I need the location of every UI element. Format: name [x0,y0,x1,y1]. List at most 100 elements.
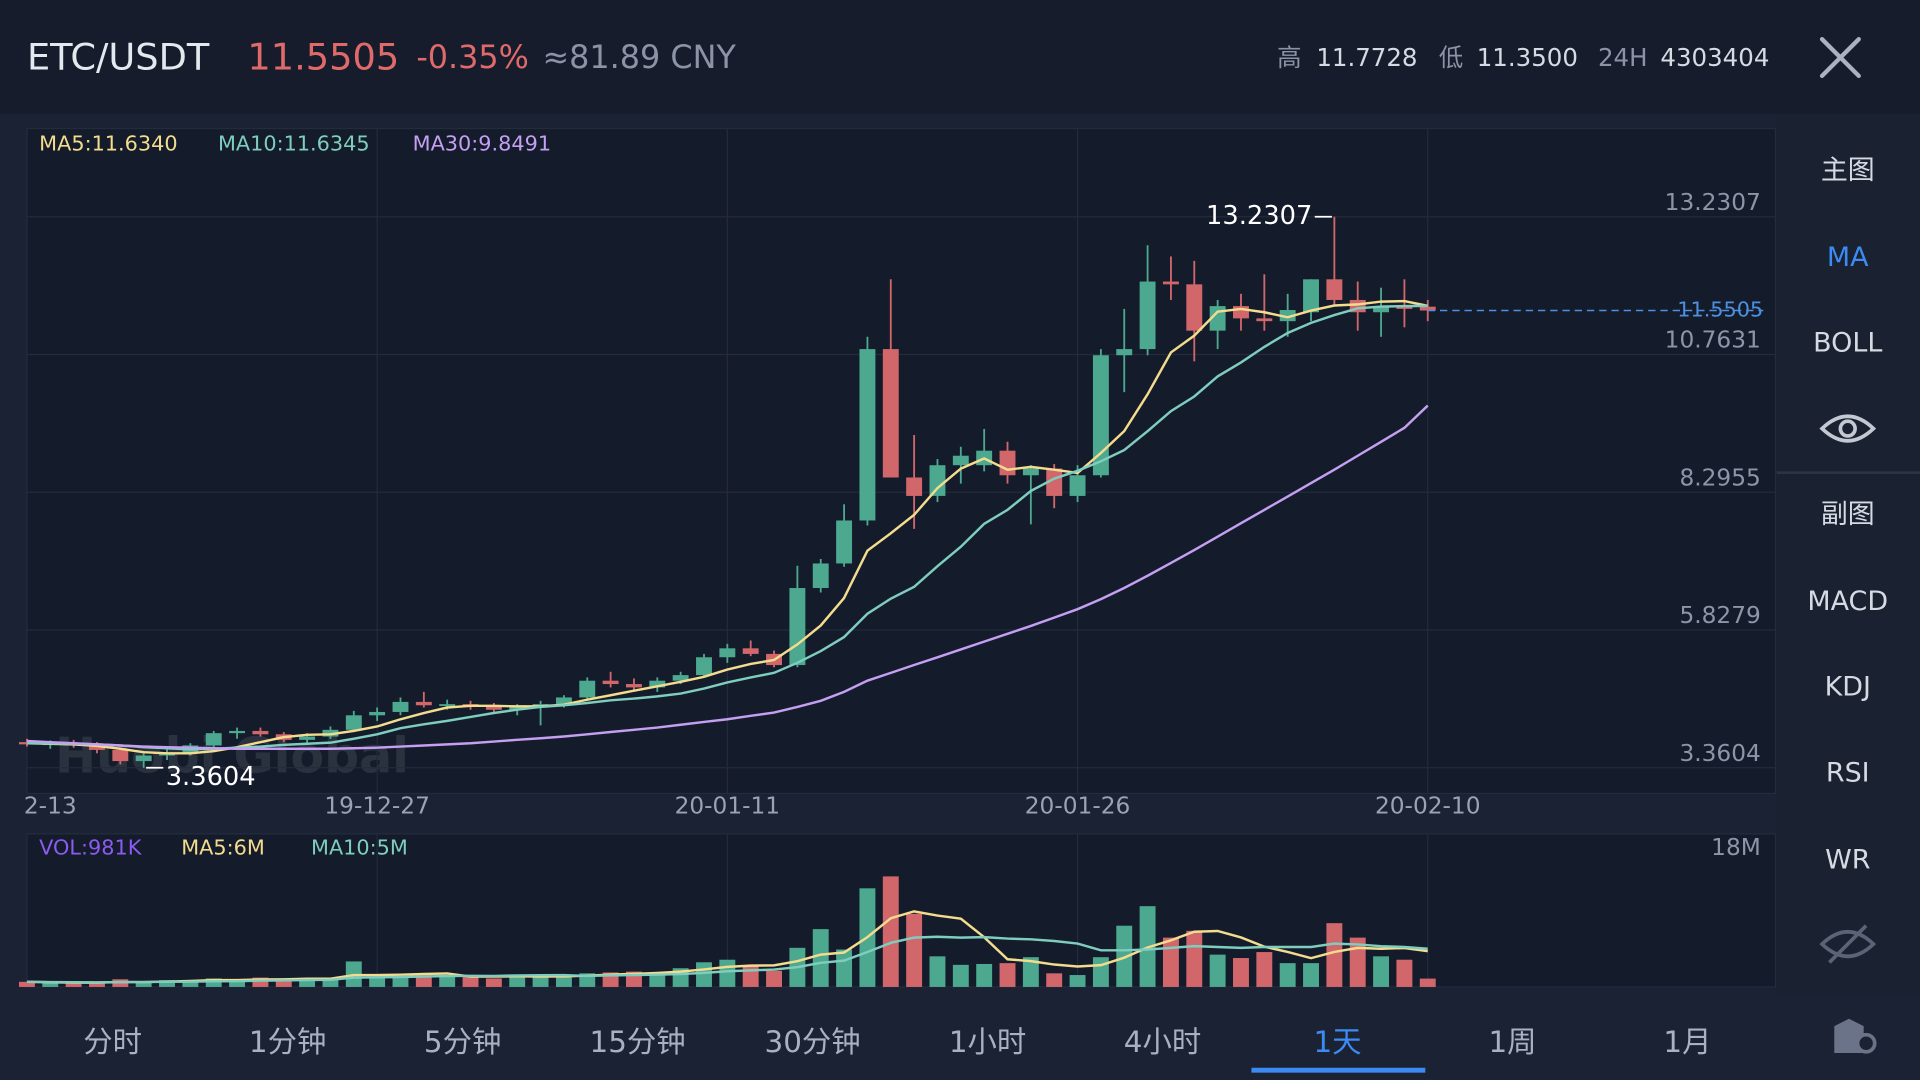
x-tick-label: 20-01-26 [1025,792,1131,819]
candle-body [1186,284,1203,331]
candle-body [929,465,946,496]
candle-body [89,745,105,750]
candle-body [836,520,853,564]
candle-body [1396,306,1413,309]
timeframe-tab[interactable]: 4小时 [1124,1025,1201,1059]
active-tab-indicator [1251,1067,1426,1073]
candle-body [742,648,759,654]
volume-bar [999,963,1016,987]
volume-bar [462,976,479,987]
volume-bar [649,972,666,987]
candle-body [1092,355,1109,476]
x-tick-label: 20-02-10 [1375,792,1481,819]
menu-item[interactable]: RSI [1826,757,1870,788]
candle-body [906,477,923,496]
volume-bar [929,956,946,987]
close-icon [1819,37,1861,79]
price: 11.5505 [247,35,399,78]
settings-icon[interactable] [1834,1018,1877,1054]
y-tick-label: 5.8279 [1679,602,1760,629]
candle-body [812,563,829,589]
candle-body [1256,318,1273,322]
volume-bar [836,949,853,987]
candle-body [205,733,222,746]
menu-item[interactable]: MACD [1807,586,1888,617]
candle-body [135,755,152,762]
change: -0.35% [416,38,529,76]
candle-body [112,749,129,762]
volume-bar [1279,963,1296,987]
volume-bar [742,965,759,987]
volume-bar [532,976,549,987]
timeframe-tab[interactable]: 30分钟 [765,1025,861,1059]
volume-bar [1373,956,1390,987]
timeframe-tab[interactable]: 15分钟 [590,1025,686,1059]
volume-bar [1256,952,1273,987]
show-icon[interactable] [1819,414,1877,443]
volume-label: 24H [1598,43,1648,72]
volume-bar [392,976,409,987]
candle-body [439,704,456,706]
timeframe-tab[interactable]: 1分钟 [249,1025,326,1059]
timeframe-tab[interactable]: 分时 [83,1025,142,1059]
high-value: 11.7728 [1316,43,1417,72]
candle-body [649,680,666,688]
timeframe-tab[interactable]: 1月 [1663,1025,1711,1059]
y-tick-label: 3.3604 [1679,740,1760,767]
volume-bar [322,978,339,987]
volume-bar [719,959,736,987]
menu-item[interactable]: BOLL [1813,328,1882,359]
volume-bar [415,975,432,987]
menu-item[interactable]: WR [1825,844,1870,875]
cny-price: ≈81.89 CNY [542,38,736,76]
close-button[interactable] [1819,37,1861,79]
volume-bar [1303,963,1319,987]
candle-body [1069,475,1086,496]
volume-bar [65,983,82,987]
volume-bar [1233,958,1249,987]
volume-bar [485,978,502,987]
candle-body [1046,468,1063,496]
max-label: 13.2307 [1206,201,1312,231]
candle-body [555,697,572,705]
legend-entry: MA30:9.8491 [413,131,551,155]
candle-body [252,730,269,735]
timeframe-tab[interactable]: 1天 [1313,1025,1361,1059]
volume-bar [1046,973,1063,987]
menu-item[interactable]: KDJ [1825,672,1871,703]
timeframe-tab[interactable]: 5分钟 [424,1025,501,1059]
candle-body [485,706,502,710]
volume-bar [1396,959,1413,987]
min-label: 3.3604 [166,762,256,792]
candle-body [602,680,619,685]
volume-bar [369,978,386,987]
timeframe-tab[interactable]: 1小时 [949,1025,1026,1059]
header-bar [0,0,1920,114]
menu-item[interactable]: MA [1827,242,1869,273]
timeframe-tab[interactable]: 1周 [1488,1025,1536,1059]
candle-body [229,730,246,734]
volume-bar [1092,957,1109,987]
volume-bar [18,981,35,987]
menu-heading: 副图 [1821,499,1875,530]
eye-slash [1828,924,1868,964]
volume-bar [299,978,316,987]
y-tick-label: 8.2955 [1679,464,1760,491]
eye-pupil [1838,419,1857,438]
volume-bar [275,979,292,987]
candle-body [999,450,1016,476]
side-menu [1776,113,1920,996]
volume-bar [89,982,105,987]
volume-bar [1419,978,1436,987]
legend-entry: MA5:11.6340 [39,131,177,155]
candle-body [626,684,642,688]
volume-bar [1069,975,1086,987]
volume-bar [1162,937,1179,987]
candle-body [1279,310,1296,322]
hide-icon[interactable] [1819,924,1877,964]
volume-bar [509,975,526,987]
volume-bar [159,980,175,987]
candle-body [1162,281,1179,285]
